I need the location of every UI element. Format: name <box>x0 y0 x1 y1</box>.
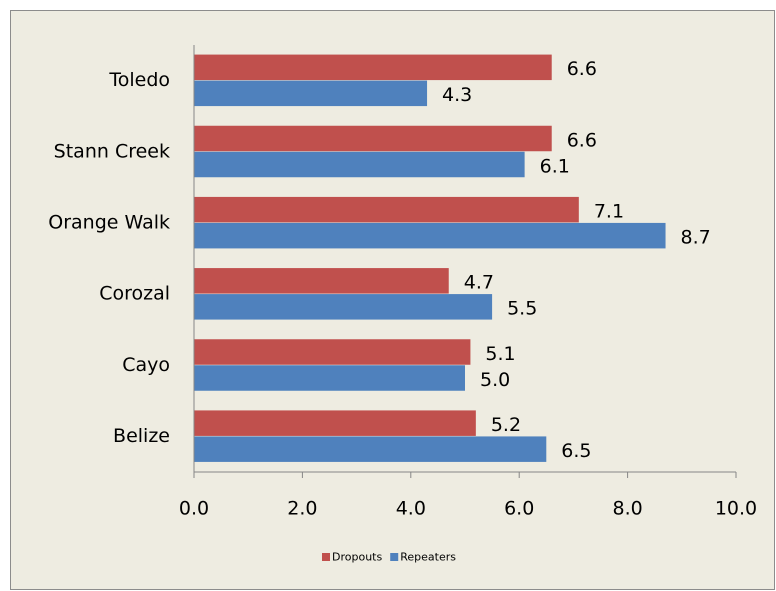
value-label: 8.7 <box>681 226 711 248</box>
y-tick-label: Stann Creek <box>54 140 170 162</box>
bar <box>194 339 471 365</box>
y-tick-label: Orange Walk <box>48 211 170 233</box>
value-label: 5.2 <box>491 414 521 436</box>
x-tick-label: 0.0 <box>179 498 209 520</box>
value-label: 6.6 <box>567 58 597 80</box>
value-label: 4.3 <box>442 84 472 106</box>
y-tick-label: Corozal <box>99 283 170 305</box>
value-label: 5.5 <box>507 298 537 320</box>
bar <box>194 54 552 81</box>
value-label: 7.1 <box>594 200 624 222</box>
x-tick-label: 4.0 <box>396 498 426 520</box>
value-label: 5.0 <box>480 369 510 391</box>
bar <box>194 196 579 223</box>
y-tick-label: Belize <box>113 425 170 447</box>
bar <box>194 125 552 152</box>
bar <box>194 436 547 462</box>
bar <box>194 365 465 391</box>
x-tick-label: 6.0 <box>504 498 534 520</box>
bar <box>194 222 666 249</box>
bar <box>194 151 525 178</box>
legend-swatch <box>390 553 399 561</box>
y-tick-label: Cayo <box>122 354 170 376</box>
value-label: 6.1 <box>540 155 570 177</box>
x-tick-label: 2.0 <box>287 498 317 520</box>
value-label: 5.1 <box>485 343 515 365</box>
x-tick-label: 10.0 <box>715 498 757 520</box>
value-label: 4.7 <box>464 272 494 294</box>
legend-label: Repeaters <box>400 551 456 564</box>
value-label: 6.6 <box>567 129 597 151</box>
bar <box>194 410 476 436</box>
legend-label: Dropouts <box>332 551 382 564</box>
value-label: 6.5 <box>561 440 591 462</box>
y-tick-label: Toledo <box>108 69 170 91</box>
bar <box>194 80 428 107</box>
bar <box>194 294 493 320</box>
bar <box>194 268 449 294</box>
x-tick-label: 8.0 <box>612 498 642 520</box>
legend-swatch <box>322 553 330 561</box>
